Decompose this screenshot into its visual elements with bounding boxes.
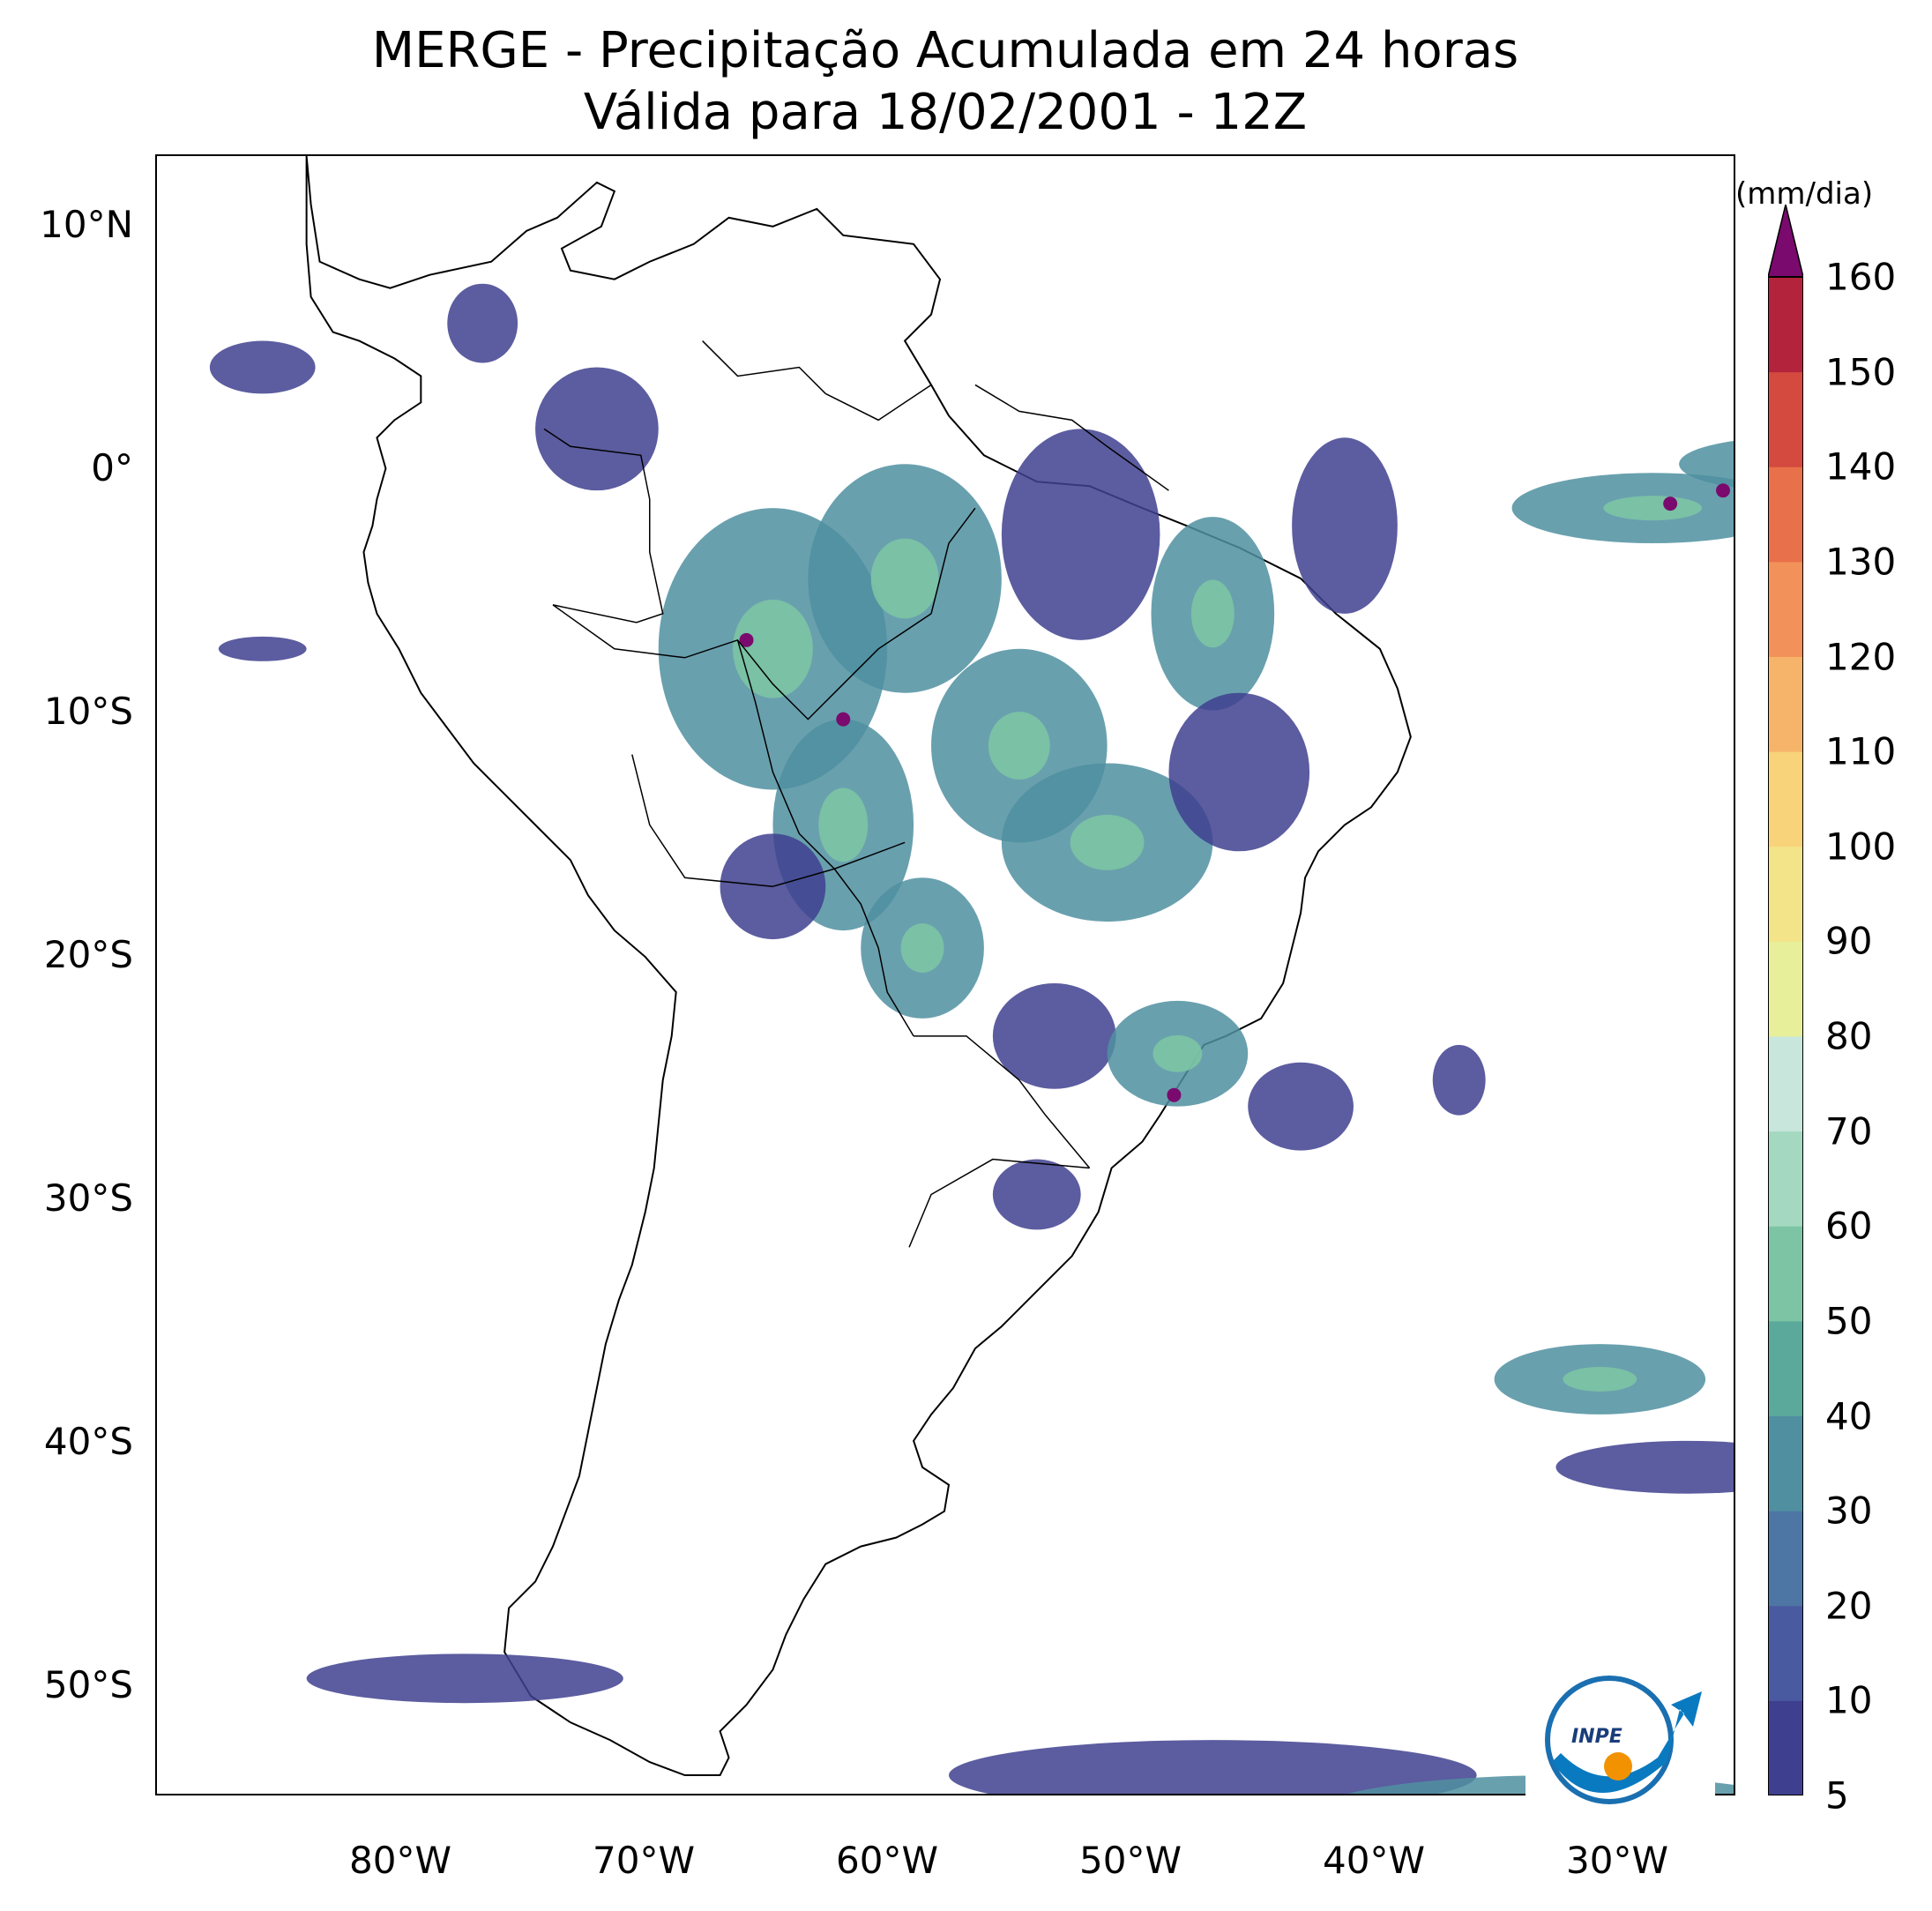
colorbar-segment <box>1768 1131 1803 1227</box>
lat-label-10s: 10°S <box>43 690 133 733</box>
colorbar-tick-label: 40 <box>1825 1394 1873 1437</box>
precipitation-area <box>306 1653 623 1704</box>
precipitation-core <box>818 788 869 862</box>
lon-label-60w: 60°W <box>836 1839 938 1882</box>
logo-arrow-icon <box>1552 1691 1702 1793</box>
colorbar-segment <box>1768 1320 1803 1416</box>
map-panel <box>155 154 1735 1795</box>
colorbar-tick-label: 60 <box>1825 1204 1873 1248</box>
colorbar-segment <box>1768 941 1803 1037</box>
colorbar-tick-label: 150 <box>1825 350 1897 394</box>
lat-label-0: 0° <box>91 446 133 489</box>
colorbar-segment <box>1768 1511 1803 1607</box>
precipitation-core <box>870 538 939 619</box>
colorbar-tick-label: 10 <box>1825 1678 1873 1722</box>
colorbar-segment <box>1768 656 1803 752</box>
colorbar-tick-label: 130 <box>1825 540 1897 584</box>
colorbar-tick-label: 70 <box>1825 1109 1873 1153</box>
colorbar-tick-label: 120 <box>1825 635 1897 678</box>
map-title: MERGE - Precipitação Acumulada em 24 hor… <box>371 22 1519 79</box>
colorbar-tick-label: 30 <box>1825 1489 1873 1533</box>
colorbar <box>1768 205 1803 1795</box>
colorbar-frame <box>1768 276 1803 1795</box>
country-borders <box>543 340 1169 1248</box>
precipitation-area <box>447 283 518 363</box>
precipitation-core <box>900 923 944 974</box>
colorbar-segment <box>1768 1415 1803 1512</box>
precipitation-core <box>1070 814 1145 870</box>
colorbar-tick-label: 90 <box>1825 919 1873 963</box>
lon-label-80w: 80°W <box>349 1839 451 1882</box>
precipitation-core <box>1152 1034 1203 1072</box>
precipitation-map <box>209 156 1734 1794</box>
lat-label-30s: 30°S <box>43 1176 133 1220</box>
colorbar-segment <box>1768 1700 1803 1795</box>
colorbar-tick-label: 50 <box>1825 1299 1873 1343</box>
precipitation-area <box>1432 1044 1486 1116</box>
colorbar-tick-label: 5 <box>1825 1773 1849 1818</box>
colorbar-tick-label: 140 <box>1825 444 1897 489</box>
south-america-outline <box>305 156 1412 1777</box>
precipitation-area <box>1248 1062 1354 1151</box>
inpe-logo: INPE <box>1525 1656 1715 1806</box>
colorbar-units: (mm/dia) <box>1735 176 1874 212</box>
precipitation-area <box>535 367 659 491</box>
colorbar-tick-label: 20 <box>1825 1584 1873 1628</box>
precipitation-core <box>988 712 1050 780</box>
colorbar-tick-label: 110 <box>1825 729 1897 773</box>
lat-label-50s: 50°S <box>43 1663 133 1706</box>
precipitation-area <box>218 636 307 661</box>
precipitation-area <box>1679 441 1734 488</box>
precipitation-core <box>1603 496 1703 521</box>
precipitation-core <box>1563 1367 1637 1392</box>
lat-label-20s: 20°S <box>43 933 133 976</box>
map-subtitle: Válida para 18/02/2001 - 12Z <box>583 84 1308 141</box>
precipitation-area <box>949 1740 1477 1794</box>
colorbar-tick-label: 160 <box>1825 255 1897 299</box>
colorbar-segment <box>1768 467 1803 563</box>
colorbar-segment <box>1768 1605 1803 1701</box>
precipitation-max <box>1716 483 1731 498</box>
lat-label-40s: 40°S <box>43 1420 133 1463</box>
colorbar-segment <box>1768 561 1803 657</box>
precipitation-max <box>739 632 754 647</box>
precipitation-max <box>836 712 851 727</box>
colorbar-segment <box>1768 1036 1803 1132</box>
precipitation-core <box>733 599 813 698</box>
precipitation-area <box>1555 1440 1734 1494</box>
precipitation-max <box>1167 1087 1182 1102</box>
lon-label-70w: 70°W <box>593 1839 695 1882</box>
lat-label-10n: 10°N <box>40 203 133 246</box>
colorbar-segment <box>1768 846 1803 942</box>
precipitation-core <box>1190 579 1235 648</box>
logo-sun-icon <box>1604 1752 1632 1780</box>
precipitation-area <box>1001 429 1160 640</box>
lon-label-50w: 50°W <box>1079 1839 1182 1882</box>
colorbar-tick-label: 100 <box>1825 825 1897 869</box>
precipitation-max <box>1663 496 1678 511</box>
colorbar-extend-arrow <box>1768 205 1803 278</box>
colorbar-segment <box>1768 371 1803 467</box>
precipitation-area <box>1292 437 1398 614</box>
lon-label-40w: 40°W <box>1323 1839 1425 1882</box>
colorbar-segment <box>1768 277 1803 373</box>
precipitation-area <box>992 1159 1081 1230</box>
precipitation-area <box>209 340 316 394</box>
precipitation-area <box>1168 692 1310 852</box>
lon-label-30w: 30°W <box>1566 1839 1668 1882</box>
colorbar-tick-label: 80 <box>1825 1014 1873 1058</box>
colorbar-segment <box>1768 1226 1803 1322</box>
precipitation-area <box>992 982 1116 1089</box>
logo-text: INPE <box>1571 1726 1622 1748</box>
colorbar-segment <box>1768 751 1803 847</box>
